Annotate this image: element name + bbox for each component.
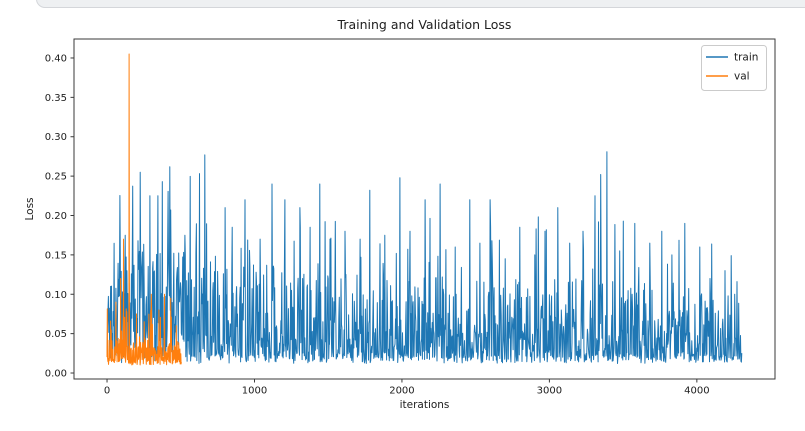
train-series-line [106,151,743,364]
x-axis-ticks: 0 1000 2000 3000 4000 [104,379,710,397]
x-axis-label: iterations [400,399,450,411]
legend-train-label: train [734,52,758,64]
plot-border [73,38,776,380]
y-tick-label: 0.40 [45,53,67,64]
y-tick-label: 0.00 [45,369,67,380]
legend-val-label: val [734,71,750,83]
y-tick-label: 0.35 [45,93,67,104]
y-tick-label: 0.10 [45,290,67,301]
x-tick-label: 4000 [684,386,709,397]
chart-title: Training and Validation Loss [337,17,512,32]
y-tick-label: 0.30 [45,132,67,143]
y-tick-label: 0.15 [45,250,67,261]
y-axis-label: Loss [24,197,36,220]
y-tick-label: 0.25 [45,172,67,183]
plot-area [106,53,743,366]
x-tick-label: 3000 [537,386,562,397]
window-top-edge [36,0,805,8]
y-tick-label: 0.20 [45,211,67,222]
y-axis-ticks: 0.00 0.05 0.10 0.15 0.20 0.25 0.30 0.35 0.40 [45,53,74,380]
val-series-line [106,53,182,366]
y-tick-label: 0.05 [45,329,67,340]
x-tick-label: 1000 [242,386,267,397]
x-tick-label: 2000 [389,386,414,397]
legend: train val [701,45,767,91]
x-tick-label: 0 [104,386,110,397]
